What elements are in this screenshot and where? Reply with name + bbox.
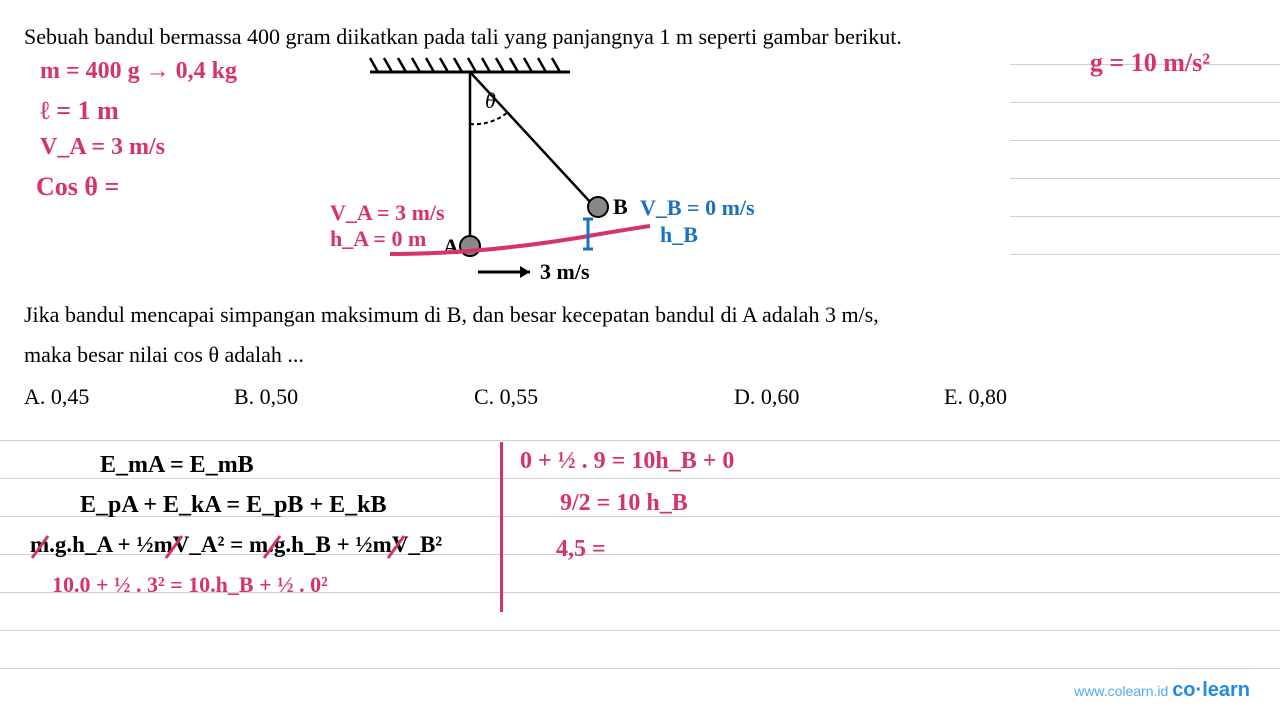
footer-url: www.colearn.id [1074, 683, 1168, 699]
svg-text:3 m/s: 3 m/s [540, 259, 590, 284]
given-mass: m = 400 g → 0,4 kg [40, 58, 237, 85]
work-eq7: 4,5 = [556, 536, 606, 563]
choice-b: B. 0,50 [234, 384, 474, 410]
work-eq5: 0 + ½ . 9 = 10h_B + 0 [520, 448, 734, 475]
strikethrough-m [28, 530, 488, 566]
given-va: V_A = 3 m/s [40, 134, 165, 161]
choice-e: E. 0,80 [944, 384, 1007, 410]
svg-text:A: A [443, 234, 459, 259]
problem-line2: Jika bandul mencapai simpangan maksimum … [24, 302, 879, 328]
work-eq6: 9/2 = 10 h_B [560, 490, 688, 517]
work-eq2: E_pA + E_kA = E_pB + E_kB [80, 492, 386, 519]
given-gravity: g = 10 m/s² [1090, 48, 1210, 78]
hb-annotation: h_B [660, 222, 698, 248]
svg-text:B: B [613, 194, 628, 219]
choice-a: A. 0,45 [24, 384, 234, 410]
work-divider [500, 442, 503, 612]
problem-line1: Sebuah bandul bermassa 400 gram diikatka… [24, 24, 902, 50]
vb-annotation: V_B = 0 m/s [640, 195, 755, 221]
footer-brand: co·learn [1172, 679, 1250, 701]
footer: www.colearn.id co·learn [1074, 679, 1250, 702]
work-eq1: E_mA = E_mB [100, 452, 254, 479]
given-length: ℓ = 1 m [40, 96, 119, 126]
svg-text:θ: θ [485, 88, 496, 113]
choice-c: C. 0,55 [474, 384, 734, 410]
ha-annotation: h_A = 0 m [330, 226, 426, 252]
choice-d: D. 0,60 [734, 384, 944, 410]
work-eq4: 10.0 + ½ . 3² = 10.h_B + ½ . 0² [52, 572, 328, 598]
problem-line3: maka besar nilai cos θ adalah ... [24, 342, 304, 368]
given-costheta: Cos θ = [36, 172, 119, 202]
va-annotation: V_A = 3 m/s [330, 200, 445, 226]
